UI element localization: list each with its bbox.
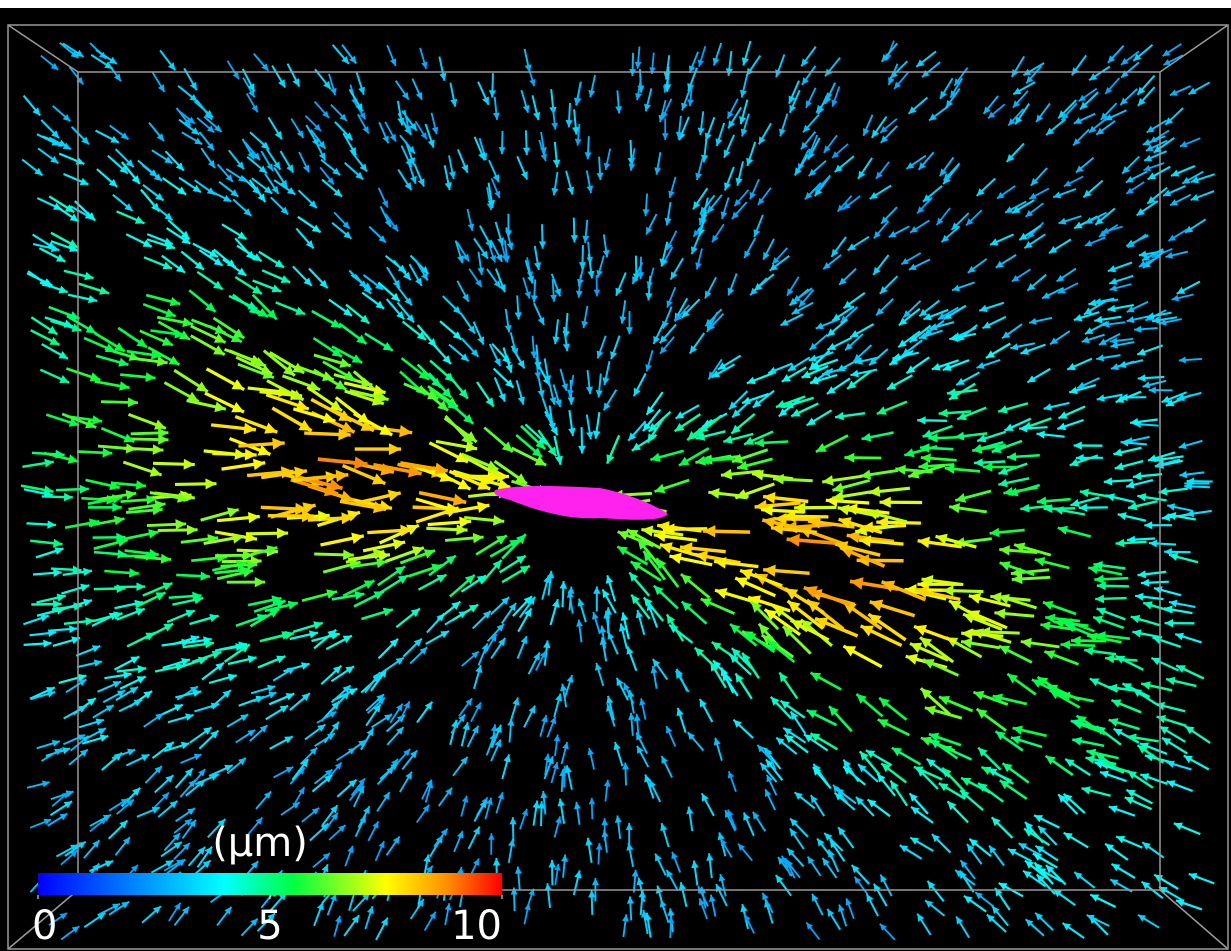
- colorbar-label: (μm): [212, 820, 308, 866]
- colorbar-tick-label: 0: [32, 903, 57, 949]
- colorbar-gradient: [38, 873, 502, 895]
- background: [0, 8, 1231, 951]
- colorbar-tick-label: 5: [257, 903, 282, 949]
- colorbar-tick-label: 10: [451, 903, 502, 949]
